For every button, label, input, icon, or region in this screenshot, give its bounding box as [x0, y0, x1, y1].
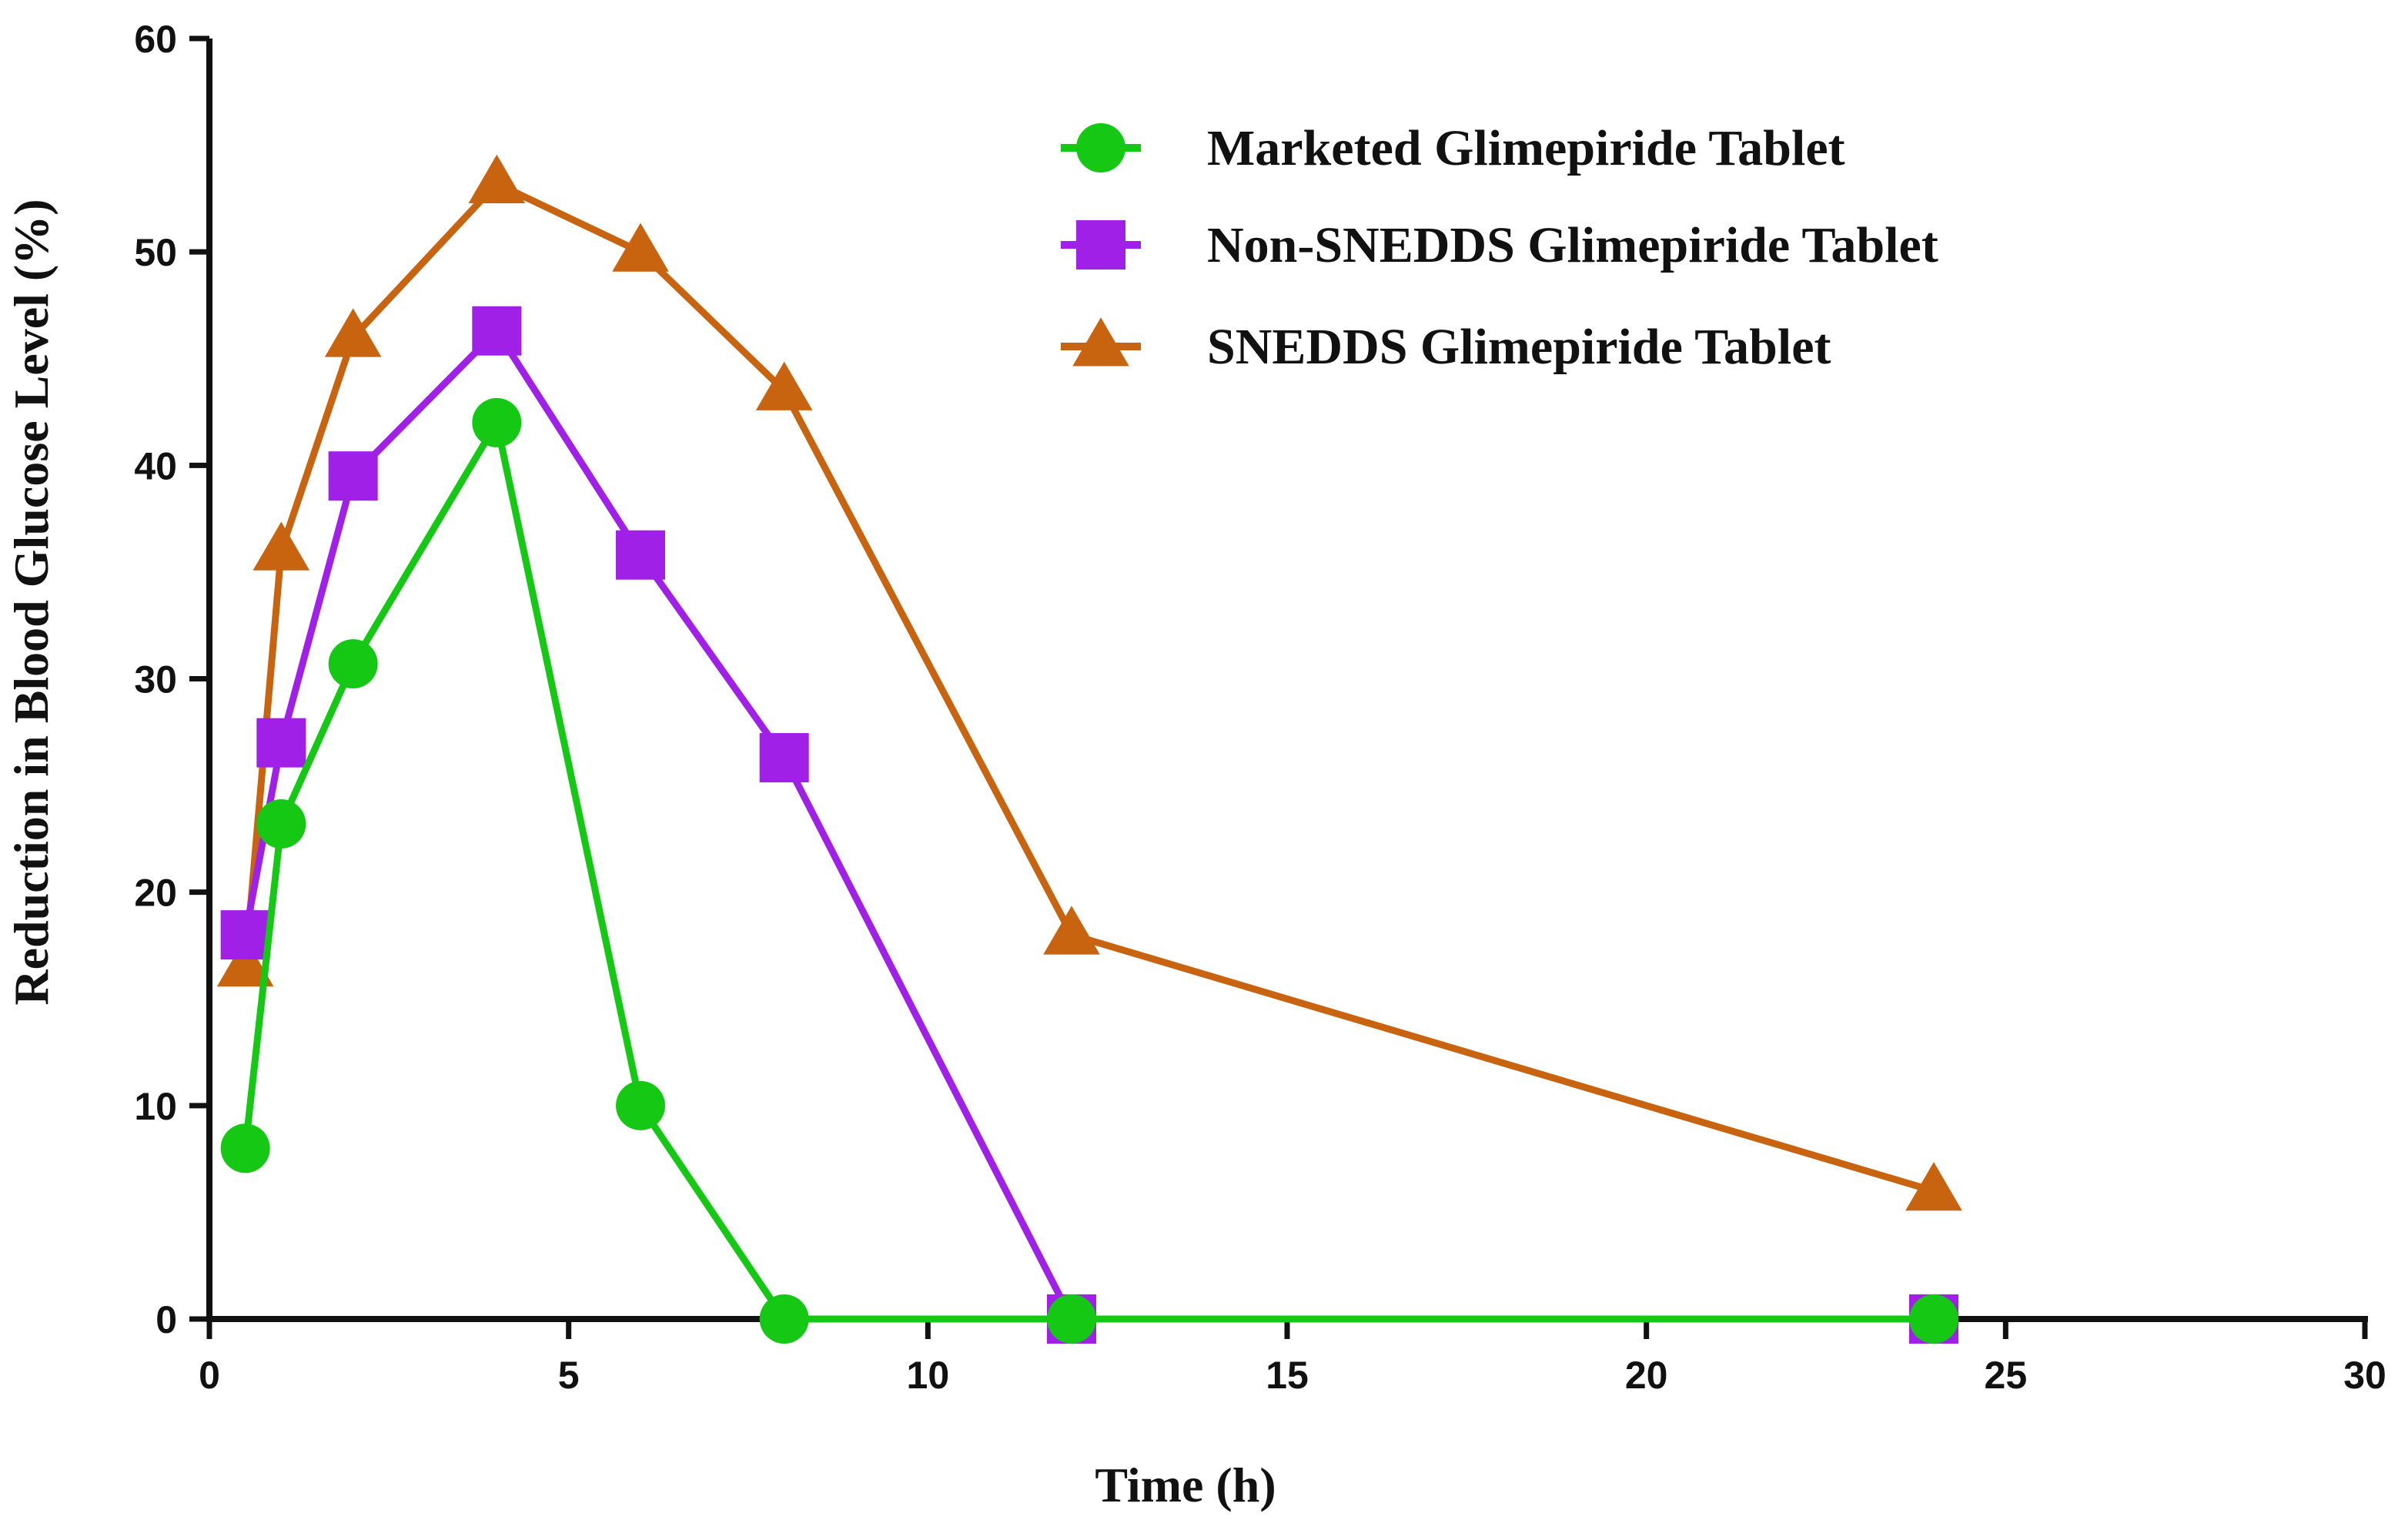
x-tick-label: 25 [1985, 1354, 2028, 1397]
data-point-square [759, 733, 809, 783]
legend-label: Marketed Glimepiride Tablet [1207, 120, 1845, 176]
x-tick-label: 30 [2343, 1354, 2386, 1397]
y-tick-label: 60 [134, 18, 177, 61]
legend-marker-circle [1076, 123, 1125, 172]
data-point-square [616, 530, 665, 580]
x-tick-label: 15 [1266, 1354, 1309, 1397]
data-point-circle [1047, 1294, 1096, 1344]
y-tick-label: 20 [134, 872, 177, 915]
legend-marker-square [1076, 220, 1125, 270]
legend: Marketed Glimepiride Tablet Non-SNEDDS Gl… [1061, 120, 1938, 375]
axis-ticks: 0 5 10 15 20 25 30 0 10 20 30 40 50 60 [134, 18, 2386, 1397]
legend-item: SNEDDS Glimepiride Tablet [1061, 317, 1831, 375]
data-point-circle [328, 639, 378, 689]
data-point-circle [1909, 1294, 1958, 1344]
data-point-circle [256, 798, 306, 849]
plot-area [216, 154, 1962, 1344]
y-tick-label: 0 [156, 1298, 177, 1341]
data-point-square [472, 306, 522, 356]
x-tick-label: 5 [558, 1354, 580, 1397]
data-point-square [328, 451, 378, 501]
y-tick-label: 30 [134, 658, 177, 701]
legend-item: Marketed Glimepiride Tablet [1061, 120, 1845, 176]
data-point-triangle [253, 521, 310, 571]
series-triangle [216, 154, 1962, 1211]
data-point-triangle [1905, 1162, 1962, 1211]
data-point-triangle [216, 937, 274, 987]
y-tick-label: 50 [134, 231, 177, 274]
y-axis-title: Reduction in Blood Glucose Level (%) [4, 199, 59, 1005]
data-point-circle [759, 1294, 809, 1344]
data-point-circle [616, 1080, 665, 1130]
data-point-triangle [1043, 906, 1100, 955]
series-line [242, 419, 1938, 1323]
data-point-triangle [755, 361, 813, 410]
data-point-circle [472, 397, 522, 447]
data-point-circle [220, 1123, 270, 1173]
data-point-square [256, 718, 306, 768]
x-tick-label: 10 [907, 1354, 950, 1397]
legend-item: Non-SNEDDS Glimepiride Tablet [1061, 217, 1938, 273]
x-tick-label: 0 [199, 1354, 220, 1397]
x-axis-title: Time (h) [1095, 1458, 1276, 1512]
y-tick-label: 40 [134, 444, 177, 487]
legend-label: Non-SNEDDS Glimepiride Tablet [1207, 217, 1938, 273]
series-circle [220, 397, 1958, 1344]
legend-label: SNEDDS Glimepiride Tablet [1207, 319, 1831, 375]
data-point-triangle [324, 308, 382, 357]
x-tick-label: 20 [1625, 1354, 1668, 1397]
series-line [242, 327, 1938, 1323]
data-point-square [220, 910, 270, 960]
data-point-triangle [468, 154, 526, 204]
series-line [242, 179, 1938, 1195]
y-tick-label: 10 [134, 1085, 177, 1128]
data-point-triangle [612, 223, 669, 272]
legend-marker-triangle [1072, 317, 1129, 367]
